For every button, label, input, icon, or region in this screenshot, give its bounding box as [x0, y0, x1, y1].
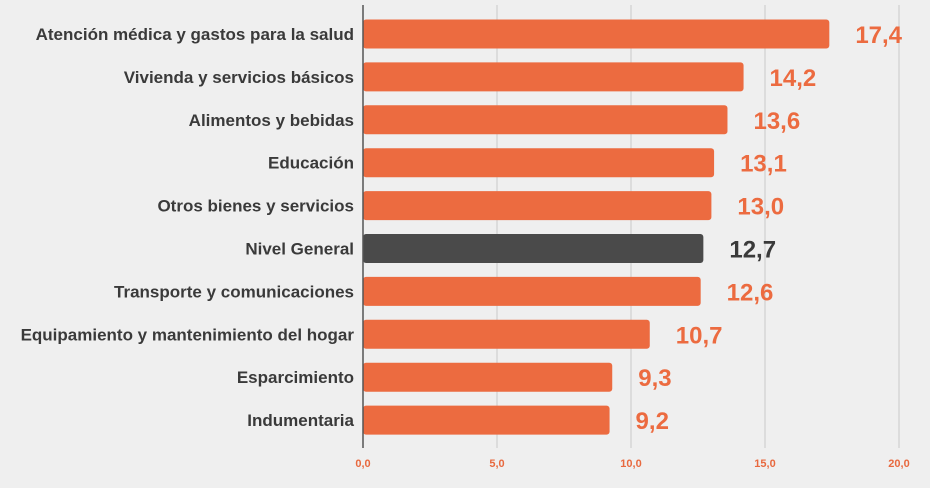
category-label: Atención médica y gastos para la salud: [36, 25, 354, 44]
value-label: 12,7: [729, 237, 776, 264]
category-label: Esparcimiento: [237, 368, 354, 387]
bar: [363, 362, 613, 392]
labels: 0,0 5,0 10,0 15,0 20,0 Atención médica y gast…: [21, 22, 910, 470]
category-label: Transporte y comunicaciones: [114, 282, 354, 301]
bar: [363, 148, 715, 178]
bars: [363, 19, 830, 435]
bar: [363, 62, 744, 92]
x-tick-label: 10,0: [620, 458, 641, 470]
value-label: 10,7: [676, 322, 723, 349]
bar: [363, 105, 728, 135]
category-label: Nivel General: [245, 240, 354, 259]
value-label: 13,6: [753, 108, 800, 135]
value-label: 9,3: [638, 365, 671, 392]
value-label: 14,2: [770, 65, 817, 92]
value-label: 13,0: [737, 194, 784, 221]
bar: [363, 319, 650, 349]
bar: [363, 19, 830, 49]
bar: [363, 234, 704, 263]
category-label: Indumentaria: [247, 411, 354, 430]
x-tick-label: 15,0: [754, 458, 775, 470]
value-label: 12,6: [727, 279, 774, 306]
value-label: 17,4: [855, 22, 902, 49]
x-tick-label: 0,0: [355, 458, 370, 470]
bar: [363, 276, 701, 306]
bar: [363, 405, 610, 435]
category-label: Educación: [268, 154, 354, 173]
value-label: 9,2: [636, 408, 669, 435]
category-label: Equipamiento y mantenimiento del hogar: [21, 325, 355, 344]
x-tick-label: 5,0: [489, 458, 504, 470]
category-label: Otros bienes y servicios: [157, 197, 354, 216]
x-tick-label: 20,0: [888, 458, 909, 470]
category-label: Alimentos y bebidas: [189, 111, 354, 130]
category-label: Vivienda y servicios básicos: [124, 68, 354, 87]
value-label: 13,1: [740, 151, 787, 178]
bar: [363, 191, 712, 221]
